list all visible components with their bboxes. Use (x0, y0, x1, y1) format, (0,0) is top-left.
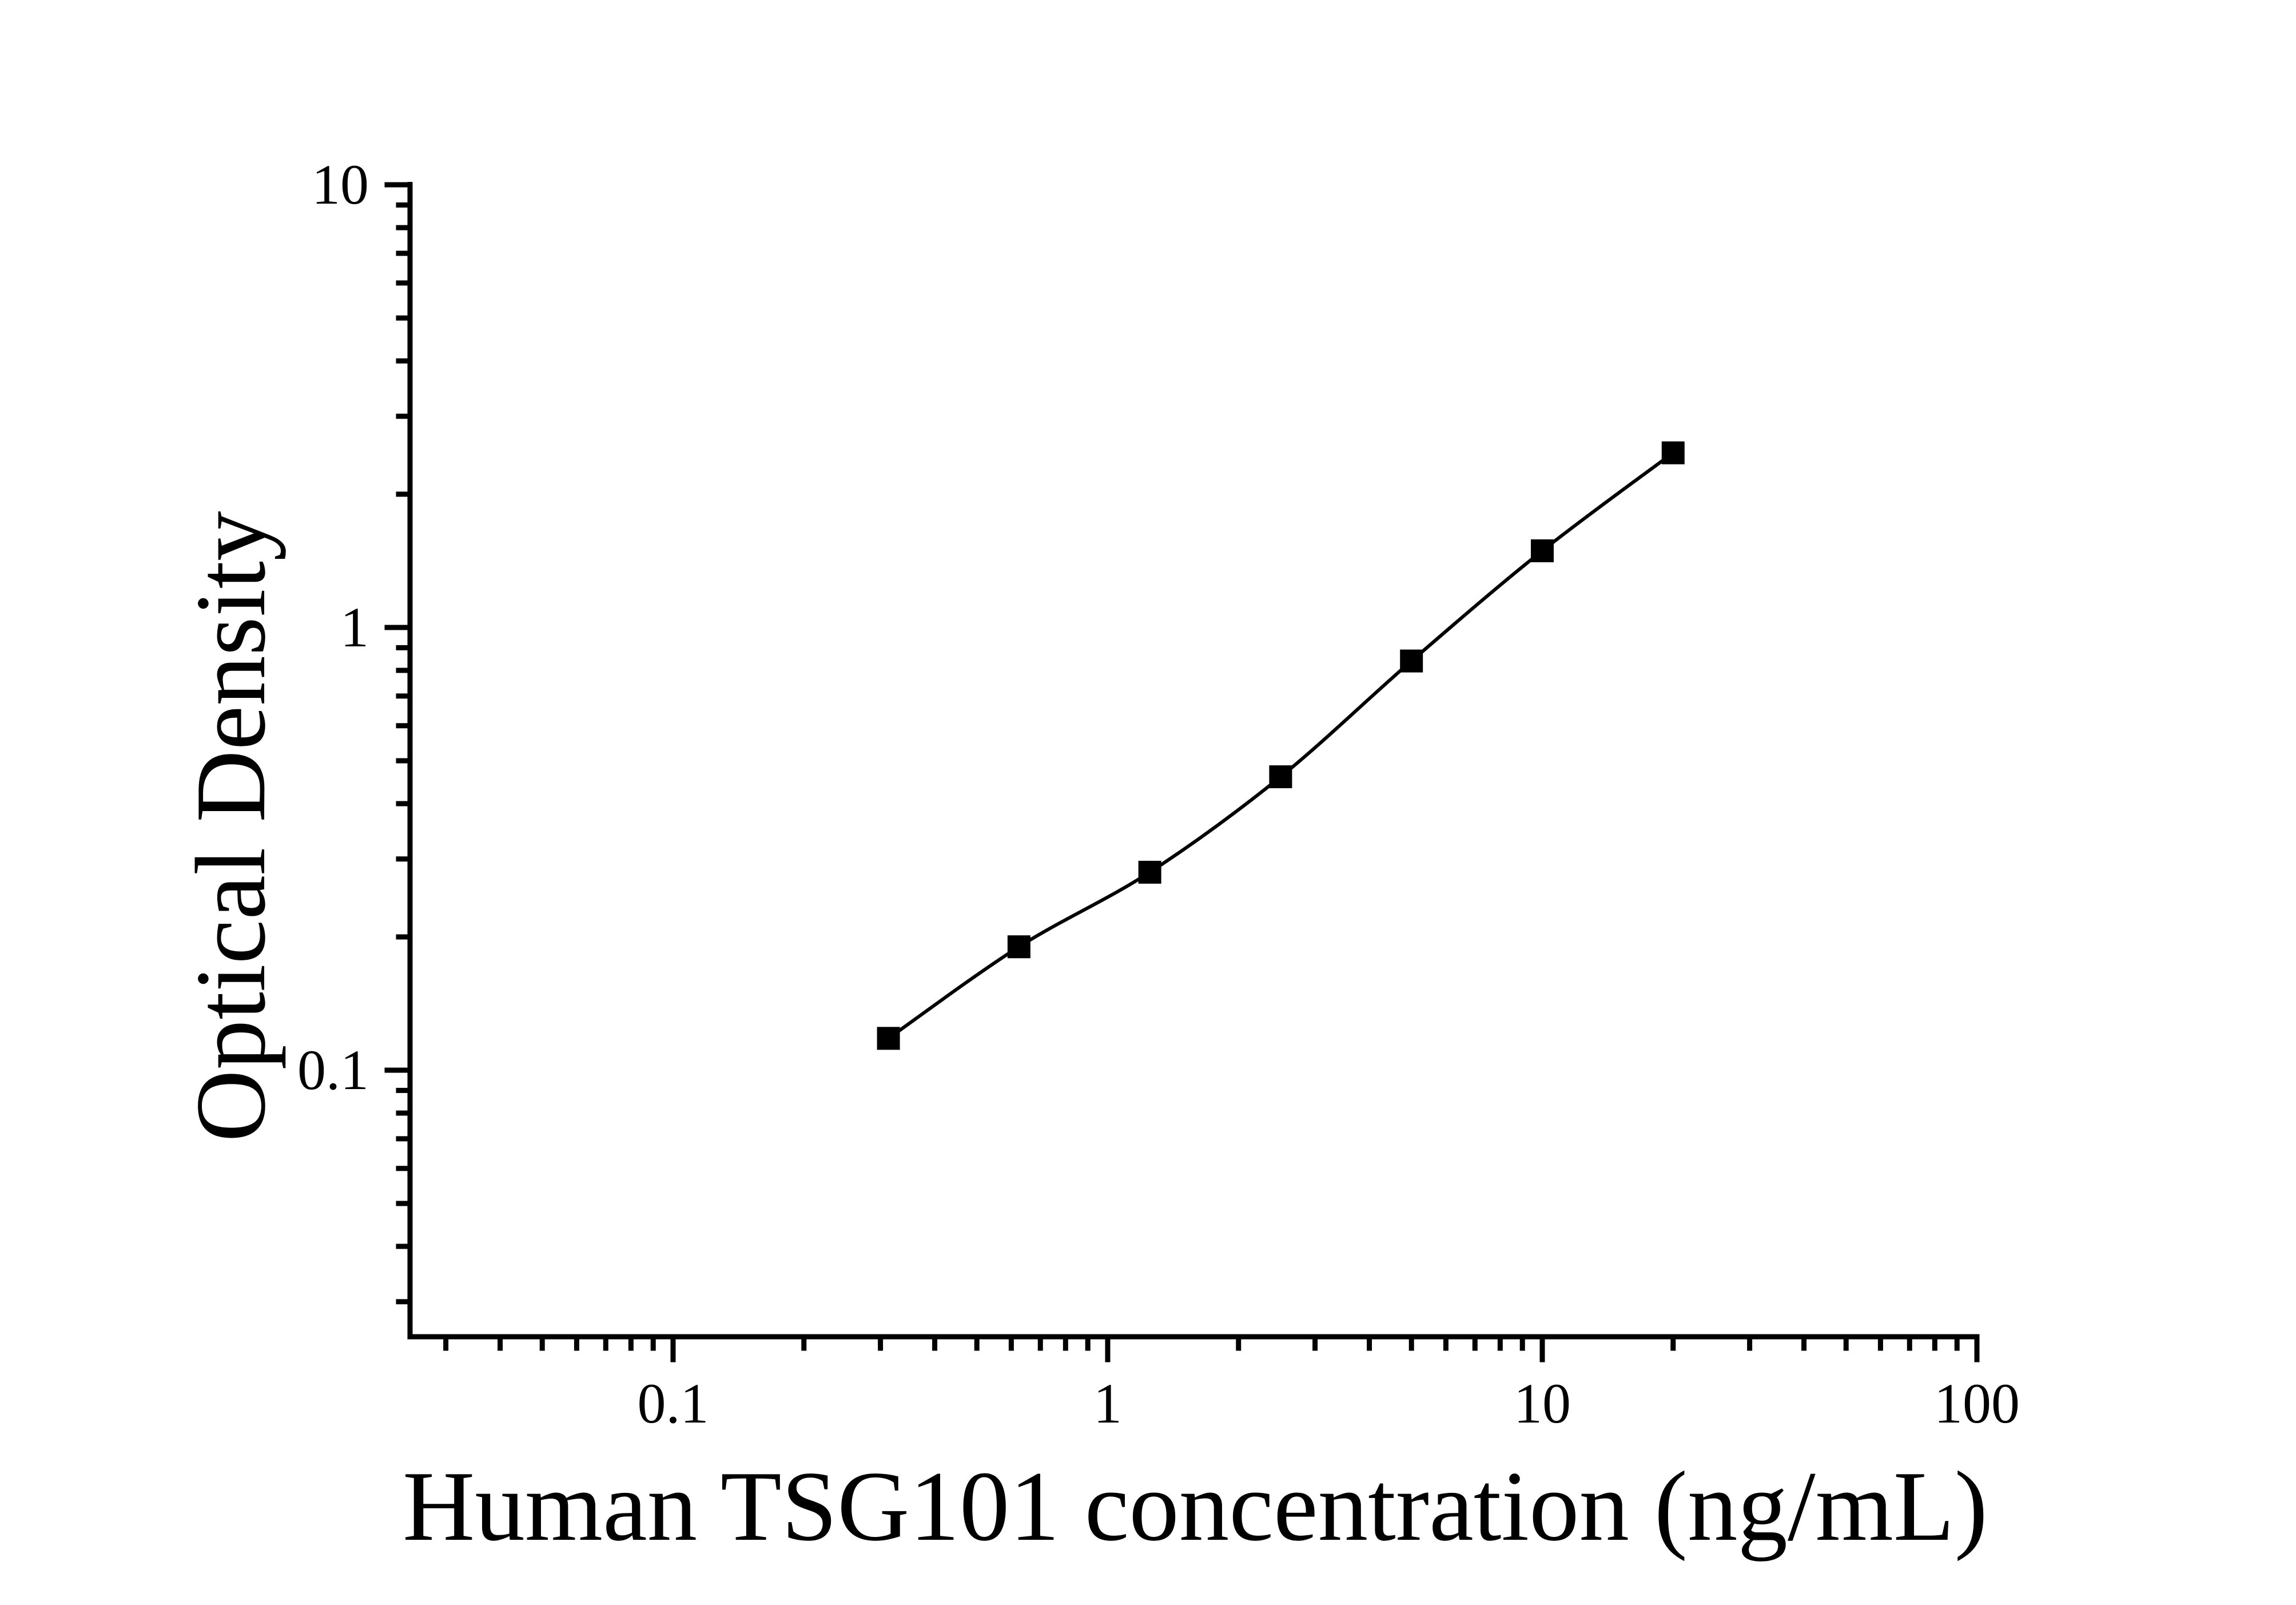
y-tick-label: 10 (312, 153, 369, 216)
data-point-marker (1531, 539, 1554, 562)
y-axis-title: Optical Density (175, 511, 286, 1142)
x-axis-ticks: 0.1 1 10 100 (443, 1337, 2020, 1435)
data-point-marker (1138, 860, 1161, 884)
y-tick-label: 1 (340, 595, 369, 659)
fit-curve-line (886, 451, 1675, 1040)
y-tick-label: 0.1 (297, 1038, 369, 1102)
y-axis-ticks: 0.1 1 10 (297, 153, 410, 1305)
data-point-marker (1661, 441, 1685, 464)
data-point-marker (1400, 649, 1423, 673)
data-point-marker (1269, 765, 1292, 789)
data-point-marker (1007, 935, 1030, 959)
x-tick-label: 100 (1934, 1372, 2020, 1435)
x-tick-label: 1 (1093, 1372, 1122, 1435)
data-points (877, 441, 1685, 1050)
data-point-marker (877, 1027, 900, 1050)
x-axis-title: Human TSG101 concentration (ng/mL) (403, 1451, 1988, 1562)
x-tick-label: 0.1 (638, 1372, 709, 1435)
x-tick-label: 10 (1514, 1372, 1571, 1435)
plot-area: 0.1 1 10 100 0.1 1 10 (297, 153, 2020, 1435)
